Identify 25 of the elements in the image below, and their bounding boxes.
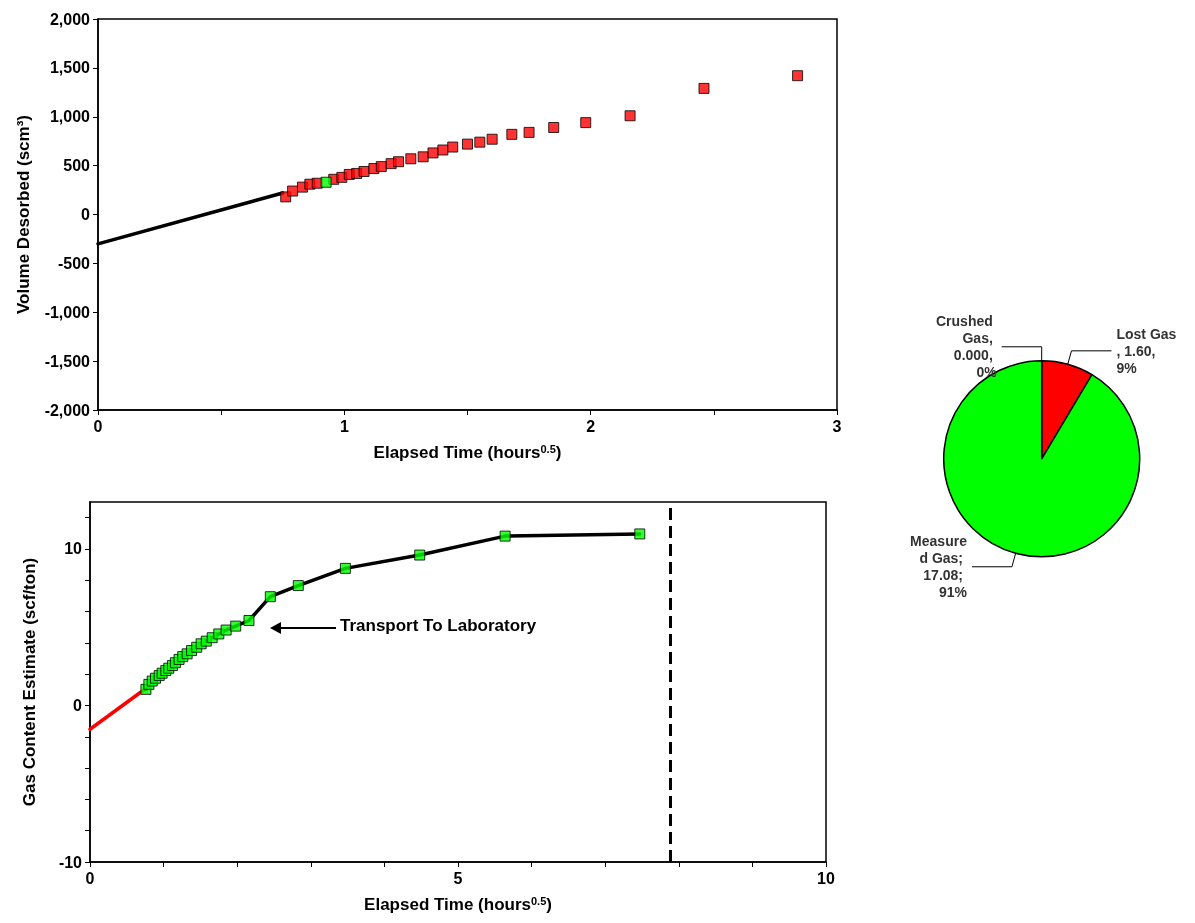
y-axis-title: Gas Content Estimate (scf/ton) [20,557,39,807]
x-tick-label: 5 [453,869,463,887]
x-tick-label: 10 [817,869,835,887]
y-tick-label: -1,000 [44,303,91,321]
y-tick-label: 1,000 [49,108,91,126]
x-tick-label: 3 [832,417,842,435]
x-tick-label: 0 [93,417,103,435]
y-tick-label: -2,000 [44,401,91,419]
y-tick-label: 10 [64,540,83,558]
x-tick-label: 2 [586,417,596,435]
y-tick-label: -10 [58,853,83,871]
slice-label: Lost Gas [1116,325,1177,342]
y-tick-label: 1,500 [49,59,91,77]
y-axis-title: Volume Desorbed (scm³) [13,114,33,315]
y-tick-label: -1,500 [44,352,91,370]
y-tick-label: 0 [81,206,91,223]
annotation: Transport To Laboratory [340,616,537,636]
data-label: , 1.60, 9% [1116,342,1160,376]
y-tick-label: 0 [73,696,83,714]
legend-label: Crushed Gas, 0.000, 0% [936,313,998,381]
y-tick-label: -500 [57,254,91,272]
slice-label: Measured Gas; 17.08; 91% [910,533,968,601]
y-tick-label: 500 [63,157,91,175]
y-tick-label: 2,000 [49,10,91,28]
x-tick-label: 1 [339,417,349,435]
